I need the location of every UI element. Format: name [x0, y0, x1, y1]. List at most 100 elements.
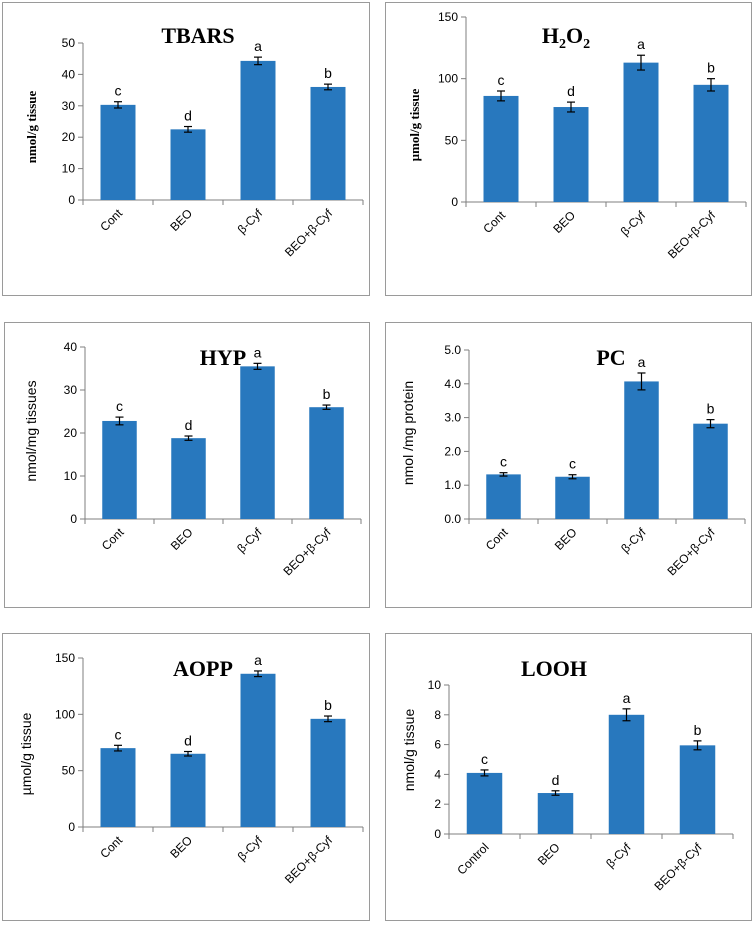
- y-tick-label: 20: [62, 130, 76, 144]
- x-tick-label: BEO: [168, 525, 196, 553]
- significance-letter: d: [184, 733, 192, 749]
- significance-letter: a: [623, 690, 631, 706]
- bar--cyf: [624, 381, 659, 519]
- chart-panel-looh: LOOH nmol/g tissue 0 2 4 6 8 10 c Control d BEO a β…: [385, 633, 752, 921]
- x-tick-label: β-Cyf: [618, 208, 649, 239]
- bar-beo: [555, 476, 590, 519]
- chart-title: PC: [596, 345, 625, 370]
- x-tick-label: BEO: [550, 208, 578, 236]
- significance-letter: d: [567, 83, 575, 99]
- x-tick-label: BEO: [167, 833, 195, 861]
- chart-panel-tbars: TBARS nmol/g tissue 0 10 20 30 40 50 c Cont d BEO…: [2, 2, 370, 296]
- x-tick-label: β-Cyf: [234, 525, 265, 556]
- y-tick-label: 0: [70, 512, 77, 526]
- y-tick-label: 30: [64, 383, 78, 397]
- y-tick-label: 150: [55, 651, 75, 665]
- y-tick-label: 10: [62, 162, 76, 176]
- x-tick-label: BEO+β-Cyf: [282, 206, 336, 260]
- y-axis-label: nmol/g tissue: [401, 709, 417, 792]
- chart-svg-aopp: AOPP µmol/g tissue 0 50 100 150 c Cont d BEO a β-…: [18, 651, 364, 887]
- y-axis-label: nmol/g tissue: [24, 90, 39, 163]
- y-tick-label: 0: [68, 820, 75, 834]
- x-tick-label: β-Cyf: [235, 206, 266, 237]
- x-tick-label: β-Cyf: [235, 833, 266, 864]
- y-tick-label: 100: [55, 707, 75, 721]
- bar-beo: [170, 129, 206, 200]
- y-tick-label: 50: [445, 133, 459, 147]
- y-tick-label: 0: [451, 195, 458, 209]
- bar-cont: [102, 420, 137, 519]
- y-tick-label: 6: [434, 738, 441, 752]
- x-tick-label: Cont: [480, 208, 508, 236]
- bar-beo-cyf: [310, 718, 346, 827]
- x-tick-label: Cont: [99, 525, 127, 553]
- significance-letter: c: [115, 726, 122, 742]
- bar-beo-cyf: [693, 423, 728, 519]
- x-tick-label: BEO: [167, 206, 195, 234]
- significance-letter: a: [254, 344, 262, 360]
- x-tick-label: BEO+β-Cyf: [651, 840, 705, 894]
- y-tick-label: 0.0: [444, 512, 461, 526]
- bar-beo-cyf: [309, 407, 344, 519]
- chart-title: LOOH: [521, 656, 587, 681]
- significance-letter: a: [638, 354, 646, 370]
- significance-letter: a: [637, 36, 645, 52]
- bar-beo: [537, 793, 574, 834]
- x-tick-label: BEO+β-Cyf: [664, 525, 718, 579]
- y-tick-label: 30: [62, 99, 76, 113]
- bar-beo: [553, 107, 589, 202]
- bar-beo: [170, 753, 206, 827]
- significance-letter: a: [254, 38, 262, 54]
- bar-control: [466, 772, 503, 834]
- x-tick-label: BEO+β-Cyf: [665, 208, 719, 262]
- y-tick-label: 40: [64, 340, 78, 354]
- y-tick-label: 4: [434, 767, 441, 781]
- bar-cont: [483, 95, 519, 202]
- y-axis-label: µmol/g tissue: [18, 712, 34, 795]
- y-tick-label: 10: [428, 678, 442, 692]
- significance-letter: b: [694, 722, 702, 738]
- chart-title: H2O2: [542, 23, 590, 52]
- significance-letter: c: [498, 72, 505, 88]
- significance-letter: c: [481, 751, 488, 767]
- y-tick-label: 0: [434, 827, 441, 841]
- chart-svg-tbars: TBARS nmol/g tissue 0 10 20 30 40 50 c Cont d BEO…: [24, 23, 364, 260]
- x-tick-label: BEO: [535, 840, 563, 868]
- significance-letter: c: [115, 83, 122, 99]
- bar--cyf: [240, 673, 276, 827]
- significance-letter: c: [116, 398, 123, 414]
- significance-letter: b: [323, 386, 331, 402]
- x-tick-label: Cont: [483, 525, 511, 553]
- y-tick-label: 50: [62, 764, 76, 778]
- chart-svg-h2o2: H2O2 µmol/g tissue 0 50 100 150 c Cont d BEO a β-…: [407, 10, 747, 262]
- x-tick-label: BEO+β-Cyf: [280, 525, 334, 579]
- x-tick-label: BEO+β-Cyf: [282, 833, 336, 887]
- bar-cont: [100, 748, 136, 827]
- y-tick-label: 150: [438, 10, 458, 24]
- significance-letter: c: [500, 454, 507, 470]
- bar--cyf: [608, 714, 645, 834]
- y-tick-label: 1.0: [444, 478, 461, 492]
- significance-letter: b: [707, 401, 715, 417]
- chart-panel-h2o2: H2O2 µmol/g tissue 0 50 100 150 c Cont d BEO a β-…: [385, 2, 752, 296]
- x-tick-label: β-Cyf: [618, 525, 649, 556]
- x-tick-label: Cont: [97, 206, 125, 234]
- significance-letter: d: [185, 417, 193, 433]
- y-tick-label: 40: [62, 67, 76, 81]
- y-axis-label: nmol /mg protein: [400, 381, 416, 485]
- chart-title: AOPP: [173, 656, 233, 681]
- bar-beo-cyf: [679, 745, 716, 834]
- y-tick-label: 20: [64, 426, 78, 440]
- y-tick-label: 50: [62, 36, 76, 50]
- chart-svg-hyp: HYP nmol/mg tissues 0 10 20 30 40 c Cont d BEO a β…: [23, 340, 362, 579]
- bar-beo: [171, 438, 206, 519]
- x-tick-label: BEO: [552, 525, 580, 553]
- y-axis-label: nmol/mg tissues: [23, 380, 39, 481]
- significance-letter: c: [569, 456, 576, 472]
- bar-cont: [100, 104, 136, 200]
- bar-beo-cyf: [693, 84, 729, 202]
- chart-title: HYP: [200, 345, 246, 370]
- significance-letter: a: [254, 652, 262, 668]
- significance-letter: b: [324, 697, 332, 713]
- bar--cyf: [623, 62, 659, 203]
